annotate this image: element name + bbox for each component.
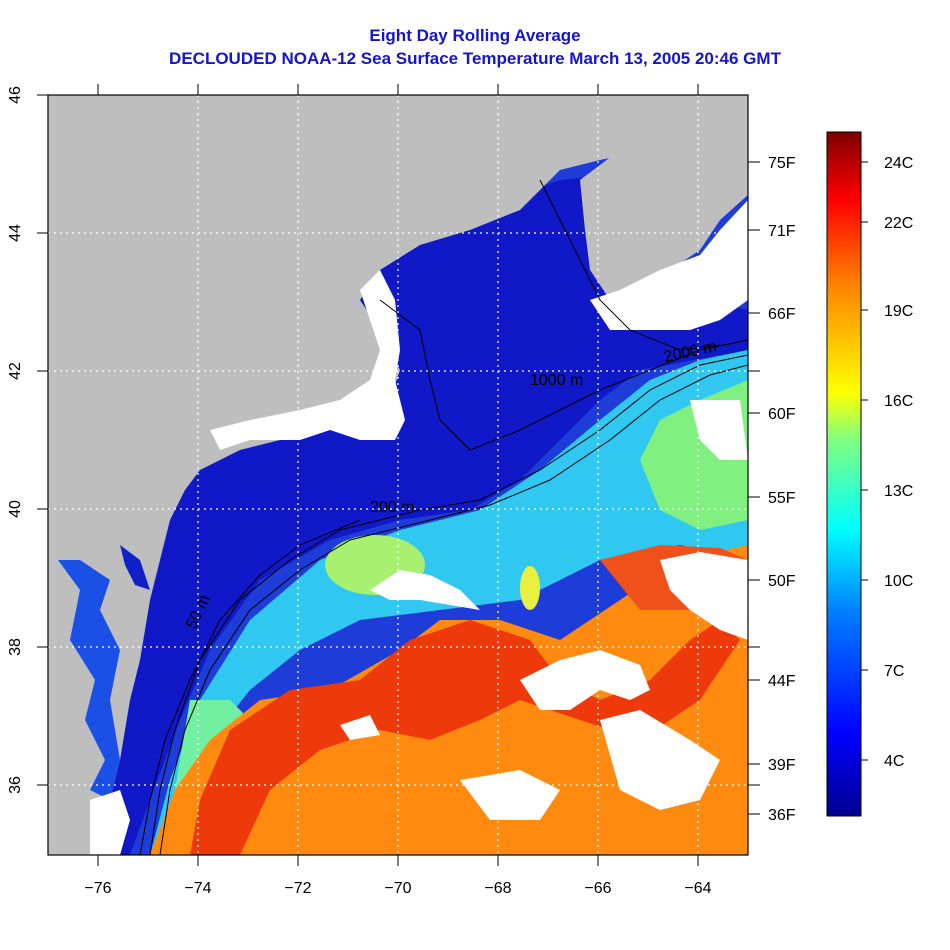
land-nova-scotia bbox=[580, 110, 748, 300]
f-label: 75F bbox=[768, 155, 796, 172]
bathymetry-contours bbox=[139, 179, 748, 855]
lon-ticks bbox=[97, 84, 699, 866]
lat-label: 42 bbox=[7, 362, 24, 380]
c-label: 19C bbox=[884, 303, 913, 320]
lon-label: −74 bbox=[184, 880, 211, 897]
title-line-2: DECLOUDED NOAA-12 Sea Surface Temperatur… bbox=[169, 49, 781, 68]
f-label: 60F bbox=[768, 406, 796, 423]
map-area: 50 m 200 m 1000 m 2000 m bbox=[48, 95, 748, 855]
lat-label: 36 bbox=[7, 776, 24, 794]
lon-label: −70 bbox=[384, 880, 411, 897]
colorbar-ticks bbox=[861, 161, 868, 761]
lon-tick-labels: −76 −74 −72 −70 −68 −66 −64 bbox=[84, 880, 711, 897]
colorbar-labels: 24C 22C 19C 16C 13C 10C 7C 4C bbox=[884, 155, 913, 770]
lat-label: 38 bbox=[7, 638, 24, 656]
c-label: 16C bbox=[884, 393, 913, 410]
lon-label: −68 bbox=[484, 880, 511, 897]
f-label: 44F bbox=[768, 673, 796, 690]
f-label: 36F bbox=[768, 807, 796, 824]
f-ticks bbox=[748, 161, 760, 815]
lat-tick-labels: 36 38 40 42 44 46 bbox=[7, 86, 24, 794]
lat-label: 40 bbox=[7, 500, 24, 518]
f-label: 71F bbox=[768, 223, 796, 240]
c-label: 24C bbox=[884, 155, 913, 172]
chesapeake-bay bbox=[58, 560, 120, 800]
f-tick-labels: 75F 71F 66F 60F 55F 50F 44F 39F 36F bbox=[768, 155, 796, 824]
delaware-bay bbox=[120, 545, 150, 590]
title-line-1: Eight Day Rolling Average bbox=[369, 26, 581, 45]
lon-label: −64 bbox=[684, 880, 711, 897]
c-label: 22C bbox=[884, 215, 913, 232]
f-label: 50F bbox=[768, 573, 796, 590]
lon-label: −66 bbox=[584, 880, 611, 897]
lon-label: −72 bbox=[284, 880, 311, 897]
lat-ticks bbox=[37, 94, 48, 786]
c-label: 13C bbox=[884, 483, 913, 500]
colorbar bbox=[826, 131, 862, 817]
land-new-england bbox=[48, 95, 748, 855]
warm-filament bbox=[520, 566, 540, 610]
gulf-stream-core-red bbox=[190, 620, 740, 855]
f-label: 39F bbox=[768, 757, 796, 774]
lat-label: 44 bbox=[7, 224, 24, 242]
map-grid bbox=[48, 95, 748, 855]
c-label: 4C bbox=[884, 753, 904, 770]
f-label: 66F bbox=[768, 306, 796, 323]
lon-label: −76 bbox=[84, 880, 111, 897]
lat-label: 46 bbox=[7, 86, 24, 104]
contour-label-200m: 200 m bbox=[370, 499, 414, 516]
contour-label-1000m: 1000 m bbox=[530, 372, 583, 389]
f-label: 55F bbox=[768, 490, 796, 507]
c-label: 10C bbox=[884, 573, 913, 590]
c-label: 7C bbox=[884, 663, 904, 680]
